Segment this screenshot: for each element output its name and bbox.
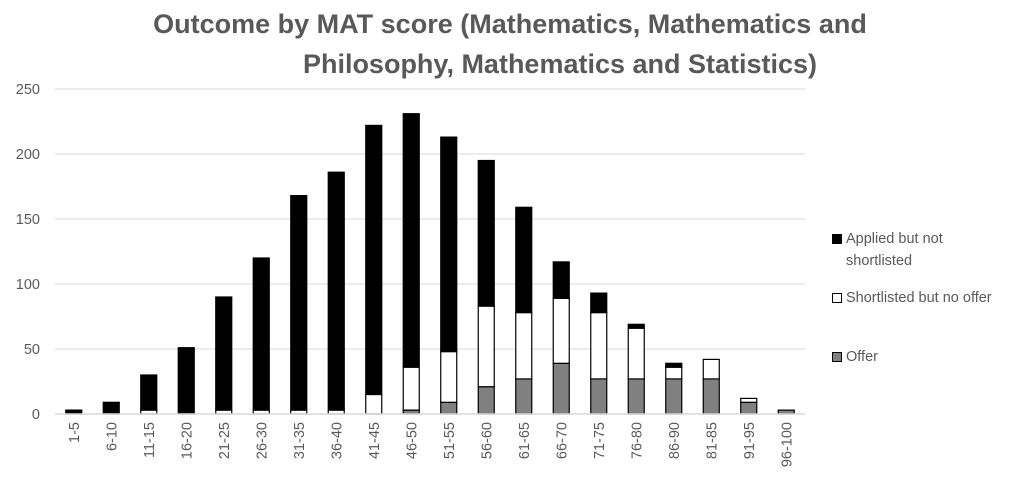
x-tick-label: 6-10 [104,422,120,451]
y-axis: 0 50 100 150 200 250 [16,82,40,423]
bar-segment [402,113,420,368]
y-tick-label: 100 [16,277,40,293]
chart-title-line-1: Outcome by MAT score (Mathematics, Mathe… [153,9,867,39]
legend-swatch-applied [832,234,842,244]
bar-segment [740,397,758,403]
bar-segment [590,292,608,314]
bar-segment [365,393,383,415]
legend-swatch-offer [832,352,842,362]
bar-segment [627,323,645,329]
legend-label-applied: Applied but not shortlisted [846,228,943,272]
legend-item-offer: Offer [832,346,878,368]
bar-segment [515,206,533,314]
bar-segment [327,171,345,411]
bar-segment [177,347,195,415]
bar-segment [515,312,533,380]
legend-item-applied: Applied but not shortlisted [832,228,943,272]
bar-segment [665,378,683,415]
bar-segment [590,378,608,415]
bar-segment [477,305,495,388]
legend-label-offer: Offer [846,349,878,365]
legend-label-applied-line1: Applied but not [846,231,943,247]
bar-segment [702,358,720,380]
bar-segment [365,124,383,396]
x-tick-label: 96-100 [779,422,795,467]
bar-segment [477,159,495,307]
bar-segment [552,297,570,364]
bar-segment [215,296,233,411]
x-tick-label: 66-70 [554,422,570,459]
bar-segment [140,374,158,411]
x-tick-label: 16-20 [179,422,195,459]
y-tick-label: 200 [16,147,40,163]
y-tick-label: 150 [16,212,40,228]
bar-segment [552,362,570,415]
x-tick-label: 11-15 [142,422,158,458]
bar-segment [702,378,720,415]
x-tick-label: 71-75 [592,422,608,459]
x-tick-label: 41-45 [367,422,383,459]
x-tick-label: 51-55 [442,422,458,459]
gridlines [55,88,805,350]
bar-segment [740,401,758,415]
chart-title-line-2: Philosophy, Mathematics and Statistics) [302,49,818,79]
x-tick-label: 61-65 [517,422,533,459]
bar-segment [627,378,645,415]
bar-segment [102,401,120,415]
x-tick-label: 21-25 [217,422,233,459]
legend-item-shortlisted: Shortlisted but no offer [832,287,992,309]
y-tick-label: 50 [24,342,40,358]
x-tick-label: 26-30 [254,422,270,459]
x-tick-label: 76-80 [629,422,645,459]
bar-segment [665,366,683,380]
bar-segment [440,401,458,415]
x-tick-label: 81-85 [704,422,720,459]
bar-segment [252,257,270,411]
bar-segment [515,378,533,415]
bar-segment [665,362,683,368]
bar-segment [552,261,570,299]
x-tick-label: 36-40 [329,422,345,459]
x-tick-label: 91-95 [742,422,758,459]
bar-series [65,113,795,415]
bar-segment [627,327,645,380]
x-tick-label: 56-60 [479,422,495,459]
bar-segment [590,312,608,380]
legend-label-applied-line2: shortlisted [846,253,913,269]
bar-segment [402,366,420,411]
x-tick-label: 1-5 [67,422,83,443]
y-tick-label: 250 [16,82,40,98]
bar-segment [440,351,458,403]
bar-segment [477,386,495,415]
y-tick-label: 0 [32,407,40,423]
x-axis: 1-5 6-10 11-15 16-20 21-25 26-30 31-35 36-40 41-… [55,413,805,467]
legend-label-shortlisted: Shortlisted but no offer [846,290,992,306]
legend-swatch-shortlisted [832,293,842,303]
bar-segment [440,136,458,353]
x-tick-label: 46-50 [404,422,420,459]
x-tick-label: 31-35 [292,422,308,459]
bar-segment [290,195,308,411]
x-tick-label: 86-90 [667,422,683,459]
